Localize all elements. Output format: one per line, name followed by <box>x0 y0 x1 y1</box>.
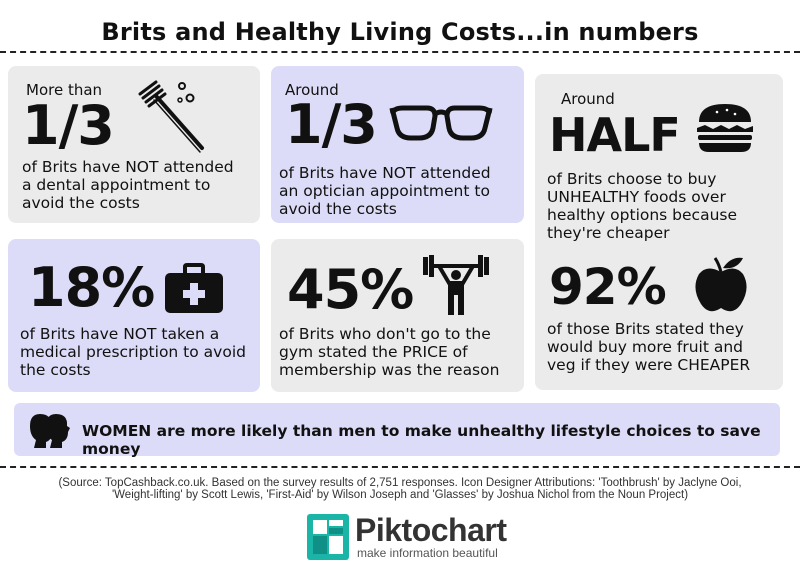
apple-icon <box>695 257 747 312</box>
piktochart-logo[interactable]: Piktochart make information beautiful <box>307 512 507 562</box>
card-dental-lead: More than <box>26 81 103 99</box>
card-optician-stat: 1/3 <box>285 93 378 156</box>
card-optician-lead: Around <box>285 81 339 99</box>
weight-lifting-icon <box>423 255 489 315</box>
card-dental: More than 1/3 of Brits have NOT attended… <box>8 66 260 223</box>
burger-icon <box>697 104 753 152</box>
card-food-desc: of Brits choose to buy UNHEALTHY foods o… <box>547 170 738 242</box>
card-optician: Around 1/3 of Brits have NOT attended an… <box>271 66 524 223</box>
card-gym-desc: of Brits who don't go to the gym stated … <box>279 325 500 379</box>
page-title: Brits and Healthy Living Costs...in numb… <box>101 18 699 46</box>
card-medical-stat: 18% <box>28 256 155 319</box>
card-gym: 45% of Brits who don't go to the gym sta… <box>271 239 524 392</box>
women-banner <box>14 403 780 456</box>
women-profiles-icon <box>30 414 70 448</box>
card-optician-desc: of Brits have NOT attended an optician a… <box>279 164 491 218</box>
card-medical-desc: of Brits have NOT taken a medical prescr… <box>20 325 246 379</box>
card-fruit-stat: 92% <box>549 258 667 316</box>
piktochart-logo-name: Piktochart <box>355 512 507 548</box>
toothbrush-icon <box>138 80 204 153</box>
card-food-stat: HALF <box>549 108 681 162</box>
card-dental-desc: of Brits have NOT attended a dental appo… <box>22 158 234 212</box>
card-dental-stat: 1/3 <box>22 94 115 157</box>
source-attribution: (Source: TopCashback.co.uk. Based on the… <box>58 477 742 501</box>
top-divider <box>0 51 800 53</box>
first-aid-icon <box>165 263 223 313</box>
glasses-icon <box>389 105 493 141</box>
bottom-divider <box>0 466 800 468</box>
card-food-lead: Around <box>561 90 615 108</box>
card-gym-stat: 45% <box>287 258 414 321</box>
card-fruit-desc: of those Brits stated they would buy mor… <box>547 320 751 374</box>
card-food: Around HALF of Brits choose to buy UNHEA… <box>535 74 783 390</box>
women-banner-text: WOMEN are more likely than men to make u… <box>82 422 761 458</box>
piktochart-logo-tagline: make information beautiful <box>357 546 498 560</box>
card-medical: 18% of Brits have NOT taken a medical pr… <box>8 239 260 392</box>
piktochart-logo-icon <box>307 514 349 560</box>
